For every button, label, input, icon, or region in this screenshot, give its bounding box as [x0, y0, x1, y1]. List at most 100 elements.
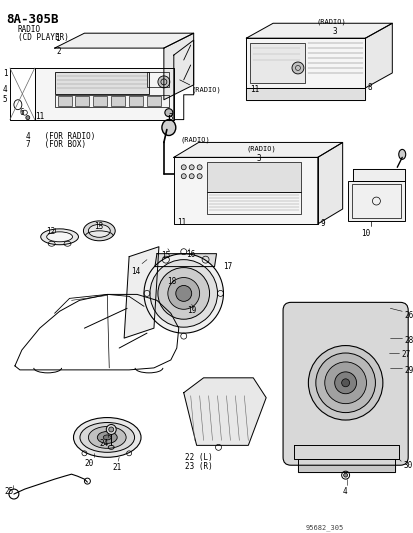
Ellipse shape: [103, 435, 111, 440]
Text: (RADIO): (RADIO): [191, 87, 221, 93]
Text: 16: 16: [185, 249, 195, 259]
Text: 22 (L): 22 (L): [184, 453, 212, 462]
Ellipse shape: [398, 149, 405, 159]
Polygon shape: [365, 23, 392, 88]
Ellipse shape: [308, 345, 382, 420]
Text: 8A-305B: 8A-305B: [6, 13, 58, 26]
Text: 3: 3: [169, 112, 173, 122]
Text: (RADIO): (RADIO): [316, 18, 346, 25]
Ellipse shape: [157, 76, 169, 88]
Ellipse shape: [164, 109, 172, 117]
Text: (CD PLAYER): (CD PLAYER): [18, 33, 69, 42]
Text: 24: 24: [99, 439, 108, 448]
Ellipse shape: [291, 62, 303, 74]
Bar: [206, 163, 300, 192]
Ellipse shape: [167, 278, 199, 309]
Bar: [206, 192, 300, 214]
Text: 7   (FOR BOX): 7 (FOR BOX): [26, 141, 86, 149]
Polygon shape: [293, 446, 398, 459]
Ellipse shape: [80, 423, 134, 453]
Text: (RADIO): (RADIO): [246, 146, 275, 152]
Ellipse shape: [315, 353, 375, 413]
Ellipse shape: [106, 424, 116, 434]
Text: 29: 29: [403, 366, 413, 375]
Text: 13: 13: [94, 222, 103, 231]
Text: 28: 28: [403, 336, 413, 345]
Text: 26: 26: [403, 311, 413, 320]
Polygon shape: [352, 169, 404, 181]
Polygon shape: [164, 33, 193, 100]
Text: 25: 25: [4, 487, 13, 496]
Bar: [55, 72, 149, 94]
Text: 95682_305: 95682_305: [305, 525, 343, 531]
Ellipse shape: [343, 473, 347, 477]
Ellipse shape: [109, 427, 114, 432]
FancyBboxPatch shape: [282, 302, 407, 465]
Text: 4: 4: [342, 487, 347, 496]
Bar: [147, 96, 161, 106]
Ellipse shape: [144, 254, 223, 333]
Text: 1: 1: [55, 34, 60, 43]
Text: 30: 30: [402, 461, 411, 470]
Text: 23 (R): 23 (R): [184, 462, 212, 471]
Ellipse shape: [341, 379, 349, 387]
Bar: [75, 96, 89, 106]
Text: 21: 21: [112, 463, 121, 472]
Polygon shape: [55, 33, 193, 48]
Text: 19: 19: [186, 306, 195, 316]
Ellipse shape: [189, 165, 194, 169]
Text: 4   (FOR RADIO): 4 (FOR RADIO): [26, 132, 95, 141]
Ellipse shape: [161, 119, 176, 135]
Ellipse shape: [47, 232, 72, 242]
Bar: [250, 43, 304, 83]
Bar: [57, 96, 71, 106]
Ellipse shape: [334, 372, 356, 394]
Ellipse shape: [197, 165, 202, 169]
Ellipse shape: [157, 268, 209, 319]
Polygon shape: [35, 68, 173, 119]
Ellipse shape: [26, 116, 30, 119]
Text: 11: 11: [176, 218, 185, 227]
Ellipse shape: [176, 286, 191, 301]
Ellipse shape: [189, 174, 194, 179]
Text: 11: 11: [35, 111, 44, 120]
Text: 2: 2: [57, 47, 61, 56]
Text: 14: 14: [131, 266, 140, 276]
Polygon shape: [173, 142, 342, 157]
Polygon shape: [246, 88, 365, 100]
Bar: [147, 72, 169, 87]
Text: 9: 9: [320, 219, 325, 228]
Ellipse shape: [97, 431, 117, 443]
Ellipse shape: [324, 362, 366, 403]
Text: 27: 27: [400, 350, 410, 359]
Text: 17: 17: [223, 262, 232, 271]
Text: 8: 8: [367, 83, 371, 92]
Polygon shape: [124, 247, 159, 338]
Text: 1: 1: [3, 69, 7, 78]
Ellipse shape: [181, 174, 186, 179]
Bar: [347, 181, 404, 221]
Text: 10: 10: [361, 229, 370, 238]
Polygon shape: [246, 23, 392, 38]
Bar: [111, 96, 125, 106]
Ellipse shape: [74, 417, 141, 457]
Polygon shape: [246, 38, 365, 88]
Ellipse shape: [150, 260, 217, 327]
Ellipse shape: [88, 224, 110, 237]
Bar: [129, 96, 142, 106]
Ellipse shape: [40, 229, 78, 245]
Text: 4: 4: [3, 85, 7, 94]
Text: 15: 15: [161, 251, 170, 260]
Text: 3: 3: [256, 155, 260, 164]
Text: 5: 5: [3, 95, 7, 104]
Polygon shape: [183, 378, 266, 446]
Polygon shape: [154, 254, 216, 266]
Bar: [351, 184, 400, 218]
Ellipse shape: [181, 165, 186, 169]
Text: 6: 6: [20, 108, 24, 117]
Text: 20: 20: [84, 459, 93, 469]
Text: 12: 12: [45, 227, 55, 236]
Polygon shape: [173, 157, 317, 224]
Ellipse shape: [88, 426, 126, 448]
Ellipse shape: [197, 174, 202, 179]
